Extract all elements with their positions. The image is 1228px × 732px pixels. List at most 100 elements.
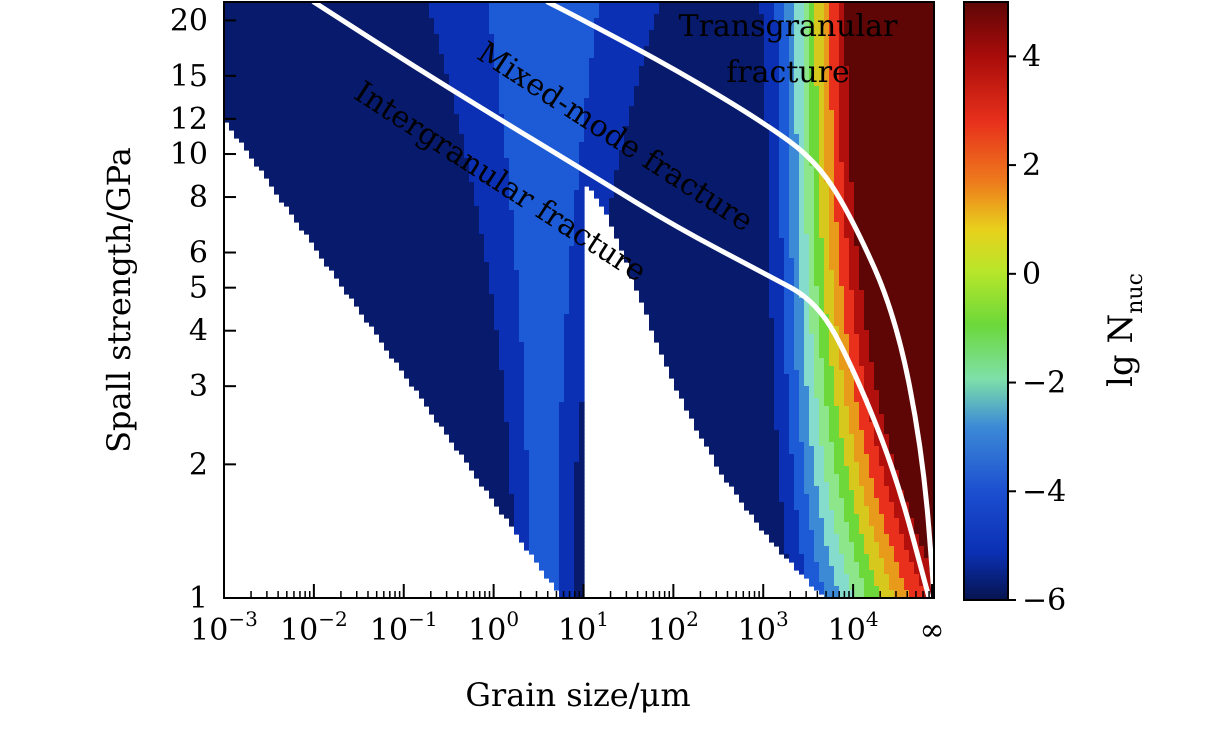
contour-cell bbox=[454, 422, 460, 427]
contour-cell bbox=[524, 6, 530, 11]
contour-cell bbox=[429, 206, 435, 211]
contour-cell bbox=[504, 162, 510, 167]
contour-cell bbox=[519, 530, 525, 535]
contour-cell bbox=[494, 62, 500, 67]
contour-cell bbox=[274, 134, 280, 139]
contour-cell bbox=[349, 270, 355, 275]
contour-cell bbox=[319, 58, 325, 63]
contour-cell bbox=[254, 82, 260, 87]
contour-cell bbox=[494, 502, 500, 507]
contour-cell bbox=[234, 126, 240, 131]
contour-cell bbox=[414, 94, 420, 99]
contour-cell bbox=[499, 366, 505, 371]
contour-cell bbox=[344, 214, 350, 219]
contour-cell bbox=[484, 134, 490, 139]
contour-cell bbox=[339, 150, 345, 155]
contour-cell bbox=[429, 242, 435, 247]
contour-cell bbox=[449, 102, 455, 107]
contour-cell bbox=[464, 430, 470, 435]
contour-cell bbox=[419, 114, 425, 119]
contour-cell bbox=[254, 110, 260, 115]
contour-cell bbox=[354, 126, 360, 131]
contour-cell bbox=[514, 418, 520, 423]
contour-cell bbox=[479, 6, 485, 11]
contour-cell bbox=[319, 234, 325, 239]
contour-cell bbox=[494, 426, 500, 431]
contour-cell bbox=[359, 134, 365, 139]
contour-cell bbox=[449, 2, 455, 7]
contour-cell bbox=[474, 114, 480, 119]
contour-cell bbox=[504, 290, 510, 295]
contour-cell bbox=[484, 422, 490, 427]
contour-cell bbox=[449, 70, 455, 75]
contour-cell bbox=[279, 50, 285, 55]
contour-cell bbox=[294, 122, 300, 127]
contour-cell bbox=[299, 42, 305, 47]
contour-cell bbox=[444, 306, 450, 311]
contour-cell bbox=[399, 266, 405, 271]
contour-cell bbox=[299, 186, 305, 191]
contour-cell bbox=[499, 310, 505, 315]
contour-cell bbox=[279, 134, 285, 139]
contour-cell bbox=[284, 30, 290, 35]
contour-cell bbox=[364, 138, 370, 143]
contour-cell bbox=[449, 410, 455, 415]
contour-cell bbox=[304, 174, 310, 179]
contour-cell bbox=[484, 366, 490, 371]
contour-cell bbox=[509, 486, 515, 491]
contour-cell bbox=[354, 214, 360, 219]
contour-cell bbox=[354, 2, 360, 7]
contour-cell bbox=[499, 314, 505, 319]
contour-cell bbox=[494, 286, 500, 291]
contour-cell bbox=[324, 154, 330, 159]
contour-cell bbox=[424, 342, 430, 347]
contour-cell bbox=[434, 390, 440, 395]
contour-cell bbox=[514, 194, 520, 199]
contour-cell bbox=[334, 50, 340, 55]
contour-cell bbox=[299, 18, 305, 23]
contour-cell bbox=[364, 86, 370, 91]
contour-cell bbox=[489, 102, 495, 107]
contour-cell bbox=[374, 86, 380, 91]
contour-cell bbox=[309, 98, 315, 103]
contour-cell bbox=[424, 62, 430, 67]
contour-cell bbox=[449, 142, 455, 147]
contour-cell bbox=[429, 10, 435, 15]
contour-cell bbox=[389, 278, 395, 283]
contour-cell bbox=[464, 258, 470, 263]
contour-cell bbox=[419, 374, 425, 379]
contour-cell bbox=[494, 146, 500, 151]
contour-cell bbox=[429, 270, 435, 275]
contour-cell bbox=[474, 70, 480, 75]
contour-cell bbox=[319, 218, 325, 223]
contour-cell bbox=[419, 82, 425, 87]
contour-cell bbox=[409, 322, 415, 327]
contour-cell bbox=[479, 326, 485, 331]
contour-cell bbox=[509, 506, 515, 511]
contour-cell bbox=[349, 190, 355, 195]
contour-cell bbox=[259, 70, 265, 75]
contour-cell bbox=[419, 358, 425, 363]
contour-cell bbox=[479, 22, 485, 27]
contour-cell bbox=[339, 42, 345, 47]
contour-cell bbox=[489, 282, 495, 287]
contour-cell bbox=[359, 42, 365, 47]
contour-cell bbox=[444, 366, 450, 371]
contour-cell bbox=[259, 102, 265, 107]
contour-cell bbox=[369, 226, 375, 231]
contour-cell bbox=[324, 234, 330, 239]
contour-cell bbox=[479, 466, 485, 471]
contour-cell bbox=[369, 190, 375, 195]
contour-cell bbox=[479, 118, 485, 123]
contour-cell bbox=[499, 134, 505, 139]
contour-cell bbox=[514, 398, 520, 403]
contour-cell bbox=[329, 258, 335, 263]
contour-cell bbox=[484, 362, 490, 367]
contour-cell bbox=[349, 230, 355, 235]
contour-cell bbox=[509, 446, 515, 451]
contour-cell bbox=[239, 106, 245, 111]
contour-cell bbox=[424, 150, 430, 155]
contour-cell bbox=[444, 14, 450, 19]
contour-cell bbox=[294, 190, 300, 195]
contour-cell bbox=[434, 190, 440, 195]
